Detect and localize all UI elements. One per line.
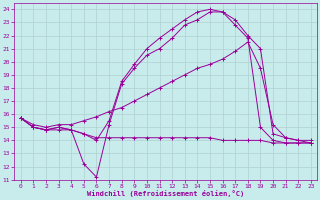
X-axis label: Windchill (Refroidissement éolien,°C): Windchill (Refroidissement éolien,°C)	[87, 190, 244, 197]
